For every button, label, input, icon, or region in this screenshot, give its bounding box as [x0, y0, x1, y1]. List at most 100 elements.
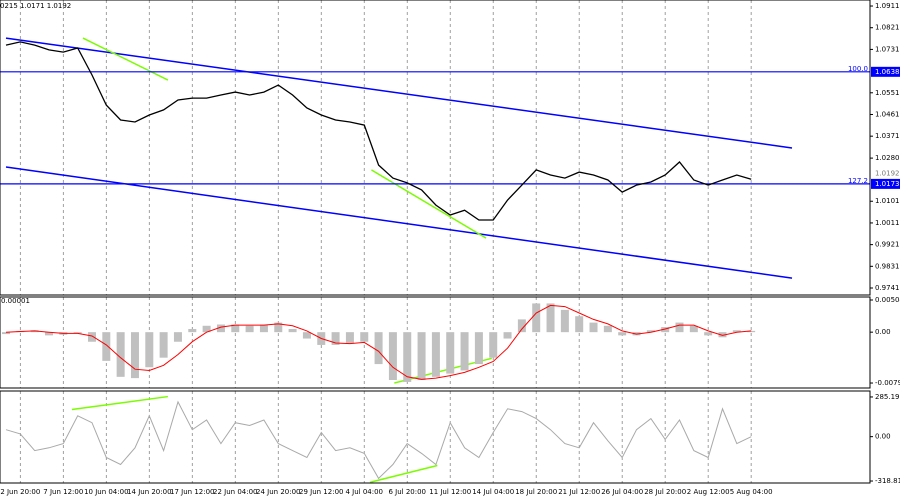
- histogram-bar: [689, 325, 698, 333]
- y-tick-label: 0.00: [875, 328, 891, 336]
- level-label: 100.0: [848, 65, 868, 73]
- current-price: 1.0192: [875, 169, 900, 177]
- histogram-bar: [474, 332, 483, 365]
- histogram-bar: [159, 332, 168, 358]
- histogram-bar: [517, 319, 526, 333]
- histogram-bar: [302, 332, 311, 339]
- y-tick-label: -318.811: [875, 477, 900, 485]
- histogram-bar: [431, 332, 440, 377]
- y-tick-label: 0.00: [875, 433, 891, 441]
- histogram-bar: [173, 332, 182, 342]
- histogram-bar: [44, 332, 53, 336]
- y-tick-label: 1.0011: [875, 219, 900, 227]
- x-tick-label: 22 Jun 04:00: [213, 488, 257, 496]
- y-tick-label: 0.9741: [875, 284, 900, 292]
- histogram-bar: [546, 303, 555, 333]
- price-box: [871, 178, 900, 189]
- y-tick-label: 1.0551: [875, 89, 900, 97]
- price-box-label: 1.0638: [875, 68, 900, 76]
- histogram-bar: [216, 324, 225, 333]
- y-tick-label: 1.0101: [875, 197, 900, 205]
- panel: [5, 391, 752, 483]
- y-tick-label: -0.00797: [875, 379, 900, 387]
- histogram-bar: [2, 332, 10, 335]
- trendline: [82, 37, 169, 81]
- histogram-bar: [116, 332, 125, 377]
- y-tick-label: 1.0821: [875, 24, 900, 32]
- histogram-bar: [73, 332, 82, 334]
- x-tick-label: 4 Jul 04:00: [345, 488, 383, 496]
- histogram-bar: [618, 332, 627, 336]
- histogram-bar: [460, 332, 469, 371]
- histogram-bar: [259, 324, 268, 333]
- histogram-bar: [704, 332, 713, 336]
- x-tick-label: 2 Jun 20:00: [0, 488, 40, 496]
- histogram-bar: [331, 332, 340, 345]
- histogram-bar: [202, 325, 211, 333]
- histogram-bar: [417, 332, 426, 381]
- histogram-bar: [718, 332, 727, 338]
- histogram-bar: [274, 322, 283, 333]
- histogram-bar: [446, 332, 455, 374]
- y-tick-label: 0.9831: [875, 262, 900, 270]
- histogram-bar: [388, 332, 397, 381]
- histogram-bar: [245, 325, 254, 333]
- chart-header: 0215 1.0171 1.0192: [0, 2, 71, 10]
- x-tick-label: 14 Jun 20:00: [127, 488, 171, 496]
- panel-frame: [0, 0, 871, 296]
- y-tick-label: 285.1954: [875, 393, 900, 401]
- histogram-bar: [646, 330, 655, 333]
- price-box: [871, 66, 900, 77]
- signal-line: [5, 304, 752, 380]
- histogram-bar: [360, 332, 369, 342]
- y-tick-label: 1.0911: [875, 2, 900, 10]
- series-line: [5, 400, 752, 480]
- histogram-bar: [489, 332, 498, 358]
- x-tick-label: 24 Jun 20:00: [256, 488, 300, 496]
- series-line: [5, 41, 752, 221]
- histogram-bar: [503, 332, 512, 339]
- histogram-bar: [145, 332, 154, 368]
- histogram-bar: [675, 322, 684, 333]
- panel: [2, 297, 756, 388]
- x-tick-label: 2 Aug 12:00: [687, 488, 730, 496]
- y-tick-label: 1.0371: [875, 132, 900, 140]
- histogram-bar: [345, 332, 354, 344]
- histogram-bar: [403, 332, 412, 382]
- histogram-bar: [747, 330, 756, 333]
- x-tick-label: 17 Jun 12:00: [170, 488, 214, 496]
- trendline: [5, 166, 793, 279]
- histogram-bar: [231, 324, 240, 333]
- y-tick-label: 1.0731: [875, 45, 900, 53]
- x-tick-label: 11 Jul 12:00: [429, 488, 471, 496]
- histogram-bar: [102, 332, 111, 361]
- x-tick-label: 21 Jul 12:00: [558, 488, 600, 496]
- price-box-label: 1.0173: [875, 180, 900, 188]
- trendline: [371, 169, 487, 239]
- y-tick-label: 1.0280: [875, 154, 900, 162]
- histogram-bar: [130, 332, 139, 379]
- histogram-bar: [661, 327, 670, 333]
- x-tick-label: 5 Aug 04:00: [730, 488, 773, 496]
- histogram-bar: [589, 322, 598, 333]
- x-tick-label: 10 Jun 04:00: [84, 488, 128, 496]
- histogram-bar: [732, 330, 741, 333]
- histogram-bar: [188, 328, 197, 333]
- histogram-bar: [87, 332, 96, 342]
- panel: [0, 0, 870, 295]
- x-tick-label: 6 Jul 20:00: [388, 488, 426, 496]
- x-tick-label: 14 Jul 04:00: [472, 488, 514, 496]
- x-tick-label: 29 Jun 12:00: [299, 488, 343, 496]
- y-tick-label: 0.00504: [875, 296, 900, 304]
- y-tick-label: 1.0461: [875, 110, 900, 118]
- x-tick-label: 26 Jul 04:00: [601, 488, 643, 496]
- histogram-bar: [374, 332, 383, 365]
- level-label: 127.2: [848, 177, 868, 185]
- indicator-label: 0.00001: [1, 297, 30, 305]
- x-tick-label: 7 Jun 12:00: [43, 488, 83, 496]
- y-tick-label: 0.9921: [875, 241, 900, 249]
- histogram-bar: [288, 328, 297, 333]
- x-tick-label: 18 Jul 20:00: [515, 488, 557, 496]
- histogram-bar: [532, 303, 541, 333]
- histogram-bar: [560, 309, 569, 333]
